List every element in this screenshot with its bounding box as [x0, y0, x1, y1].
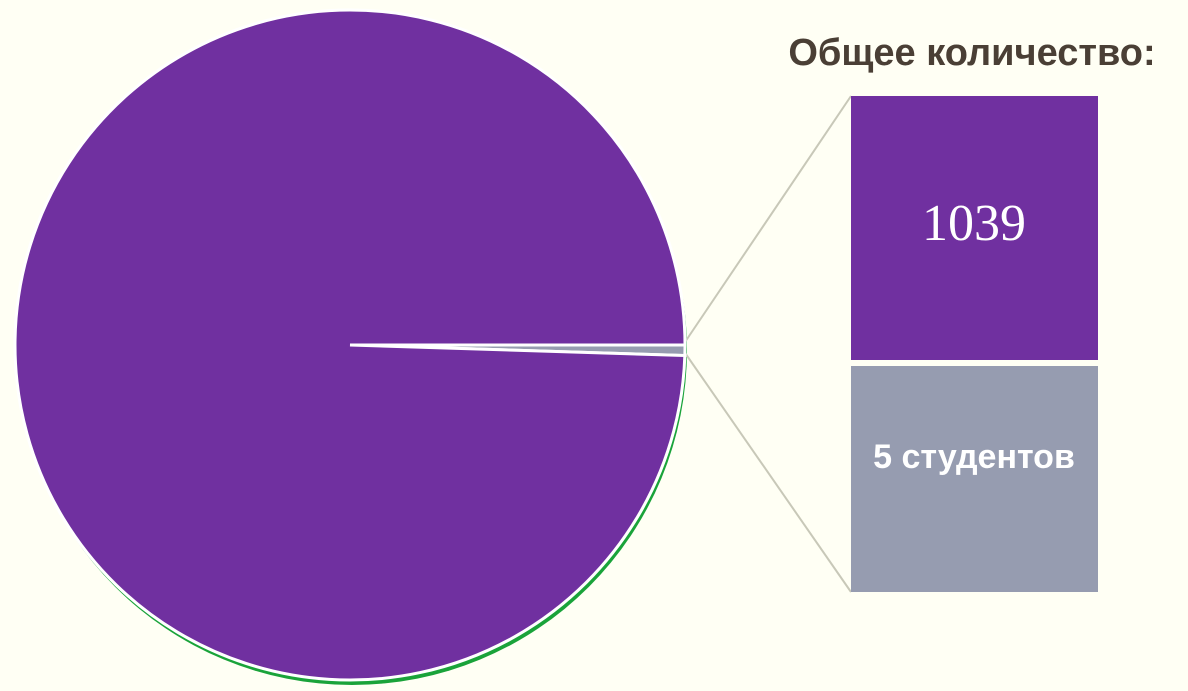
breakdown-box: [851, 366, 1098, 592]
breakdown-label: 5 студентов: [873, 438, 1075, 476]
breakdown-label: 1039: [922, 195, 1026, 252]
connector: [682, 349, 852, 593]
connector: [682, 95, 852, 346]
pie-slice: [13, 8, 687, 682]
breakdown-title: Общее количество:: [788, 32, 1155, 74]
breakdown-box: [851, 96, 1098, 360]
